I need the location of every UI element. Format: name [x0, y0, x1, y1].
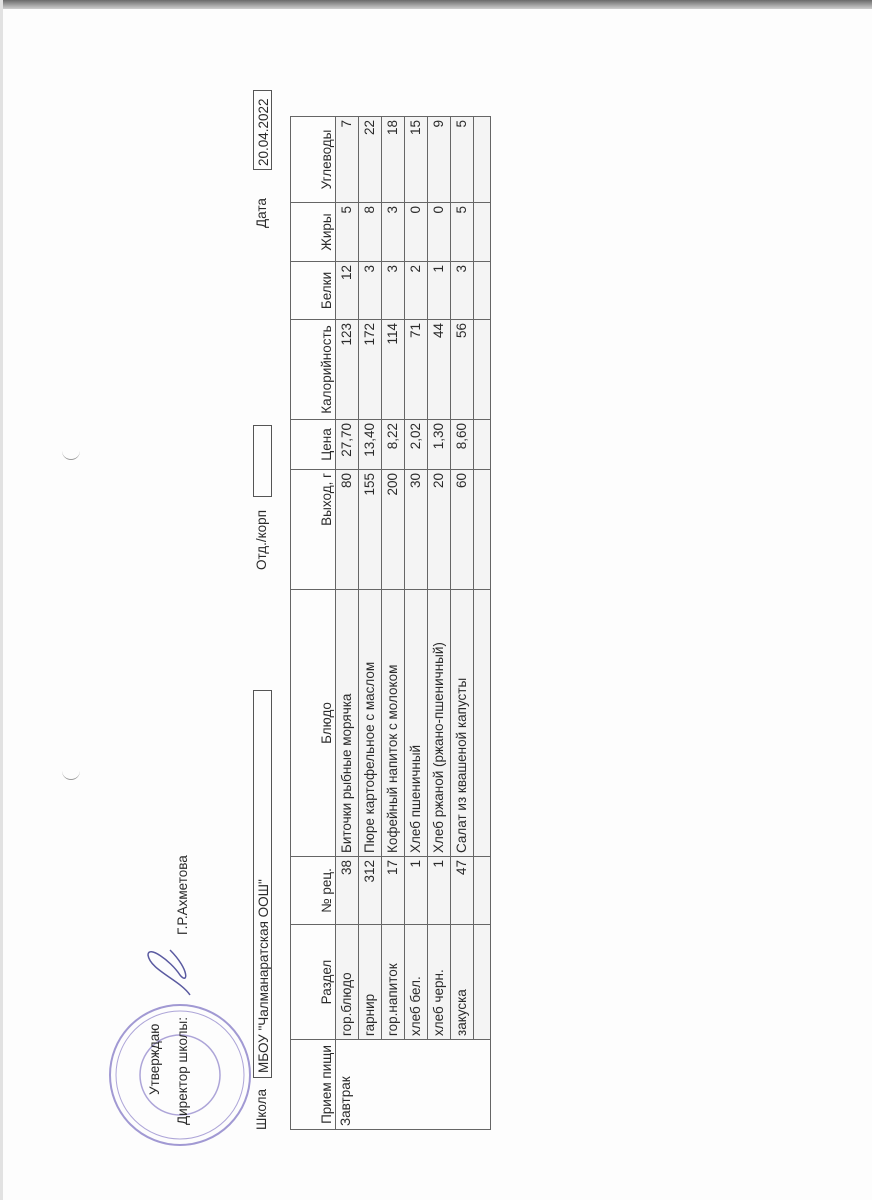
price-cell: 2,02 [404, 419, 428, 470]
carbs-cell: 5 [450, 116, 474, 203]
section-cell: хлеб черн. [427, 924, 451, 1040]
price-cell: 13,40 [358, 419, 382, 470]
recipe-cell: 312 [358, 856, 382, 925]
carbs-cell: 7 [335, 116, 359, 203]
recipe-cell: 17 [381, 856, 405, 925]
calories-cell: 172 [358, 319, 382, 420]
approve-label: Утверждаю [147, 1023, 162, 1095]
column-header: Выход, г [290, 469, 336, 590]
scan-top-edge [0, 0, 872, 9]
yield-cell: 30 [404, 469, 428, 590]
protein-cell: 3 [358, 261, 382, 320]
column-header: Белки [290, 261, 336, 320]
table-row: хлеб бел. 1 Хлеб пшеничный 30 2,02 71 2 0 15 [404, 116, 428, 1130]
protein-cell: 12 [335, 261, 359, 320]
recipe-cell: 47 [450, 856, 474, 925]
empty-cell [473, 419, 491, 470]
empty-cell [473, 116, 491, 203]
date-label: Дата [254, 198, 269, 228]
school-field: МБОУ "Чалманаратская ООШ" [253, 690, 272, 1078]
section-cell: гарнир [358, 924, 382, 1040]
protein-cell: 3 [381, 261, 405, 320]
yield-cell: 200 [381, 469, 405, 590]
protein-cell: 3 [450, 261, 474, 320]
carbs-cell: 9 [427, 116, 451, 203]
dish-cell: Салат из квашеной капусты [450, 589, 474, 857]
fat-cell: 0 [427, 202, 451, 262]
column-header: Калорийность [290, 319, 336, 420]
empty-cell [473, 856, 491, 925]
empty-cell [473, 469, 491, 590]
fat-cell: 5 [335, 202, 359, 262]
department-field [253, 425, 272, 497]
empty-cell [473, 261, 491, 320]
fat-cell: 5 [450, 202, 474, 262]
scan-left-edge [0, 0, 3, 1200]
column-header: Углеводы [290, 116, 336, 203]
section-cell: хлеб бел. [404, 924, 428, 1040]
section-cell: гор.напиток [381, 924, 405, 1040]
yield-cell: 155 [358, 469, 382, 590]
section-cell: гор.блюдо [335, 924, 359, 1040]
department-label: Отд./корп [254, 510, 269, 570]
dish-cell: Кофейный напиток с молоком [381, 589, 405, 857]
director-name: Г.Р.Ахметова [175, 855, 190, 935]
dish-cell: Хлеб ржаной (ржано-пшеничный) [427, 589, 451, 857]
official-stamp [109, 1004, 251, 1146]
recipe-cell: 1 [427, 856, 451, 925]
fat-cell: 3 [381, 202, 405, 262]
column-header: Цена [290, 419, 336, 470]
punch-hole-mark [62, 767, 80, 780]
fat-cell: 0 [404, 202, 428, 262]
dish-cell: Хлеб пшеничный [404, 589, 428, 857]
table-header-row: Прием пищи Раздел № рец. Блюдо Выход, г … [290, 116, 336, 1130]
school-label: Школа [254, 1088, 269, 1130]
empty-cell [473, 319, 491, 420]
table-row: гарнир 312 Пюре картофельное с маслом 155 13… [358, 116, 382, 1130]
table-row: гор.напиток 17 Кофейный напиток с молоком 2… [381, 116, 405, 1130]
calories-cell: 71 [404, 319, 428, 420]
empty-cell [473, 202, 491, 262]
column-header: Жиры [290, 202, 336, 262]
punch-hole-mark [62, 447, 80, 460]
dish-cell: Пюре картофельное с маслом [358, 589, 382, 857]
price-cell: 8,22 [381, 419, 405, 470]
dish-cell: Биточки рыбные морячка [335, 589, 359, 857]
calories-cell: 123 [335, 319, 359, 420]
yield-cell: 20 [427, 469, 451, 590]
price-cell: 1,30 [427, 419, 451, 470]
column-header: Прием пищи [290, 1039, 336, 1130]
calories-cell: 114 [381, 319, 405, 420]
table-row: Завтрак гор.блюдо 38 Биточки рыбные морячка… [335, 116, 491, 1130]
table-row: хлеб черн. 1 Хлеб ржаной (ржано-пшеничный)… [427, 116, 451, 1130]
calories-cell: 44 [427, 319, 451, 420]
protein-cell: 2 [404, 261, 428, 320]
column-header: Раздел [290, 924, 336, 1040]
menu-table: Прием пищи Раздел № рец. Блюдо Выход, г … [290, 116, 491, 1130]
fat-cell: 8 [358, 202, 382, 262]
carbs-cell: 18 [381, 116, 405, 203]
director-label: Директор школы: [175, 1017, 190, 1125]
column-header: Блюдо [290, 589, 336, 857]
table-row: закуска 47 Салат из квашеной капусты 60 8,60… [450, 116, 474, 1130]
calories-cell: 56 [450, 319, 474, 420]
signature [147, 949, 191, 996]
recipe-cell: 38 [335, 856, 359, 925]
carbs-cell: 15 [404, 116, 428, 203]
protein-cell: 1 [427, 261, 451, 320]
yield-cell: 60 [450, 469, 474, 590]
yield-cell: 80 [335, 469, 359, 590]
empty-table-row [473, 116, 491, 1130]
section-cell: закуска [450, 924, 474, 1040]
meal-cell: Завтрак [335, 1039, 491, 1130]
column-header: № рец. [290, 856, 336, 925]
recipe-cell: 1 [404, 856, 428, 925]
empty-cell [473, 589, 491, 857]
carbs-cell: 22 [358, 116, 382, 203]
empty-cell [473, 924, 491, 1040]
price-cell: 27,70 [335, 419, 359, 470]
price-cell: 8,60 [450, 419, 474, 470]
date-field: 20.04.2022 [253, 90, 272, 170]
